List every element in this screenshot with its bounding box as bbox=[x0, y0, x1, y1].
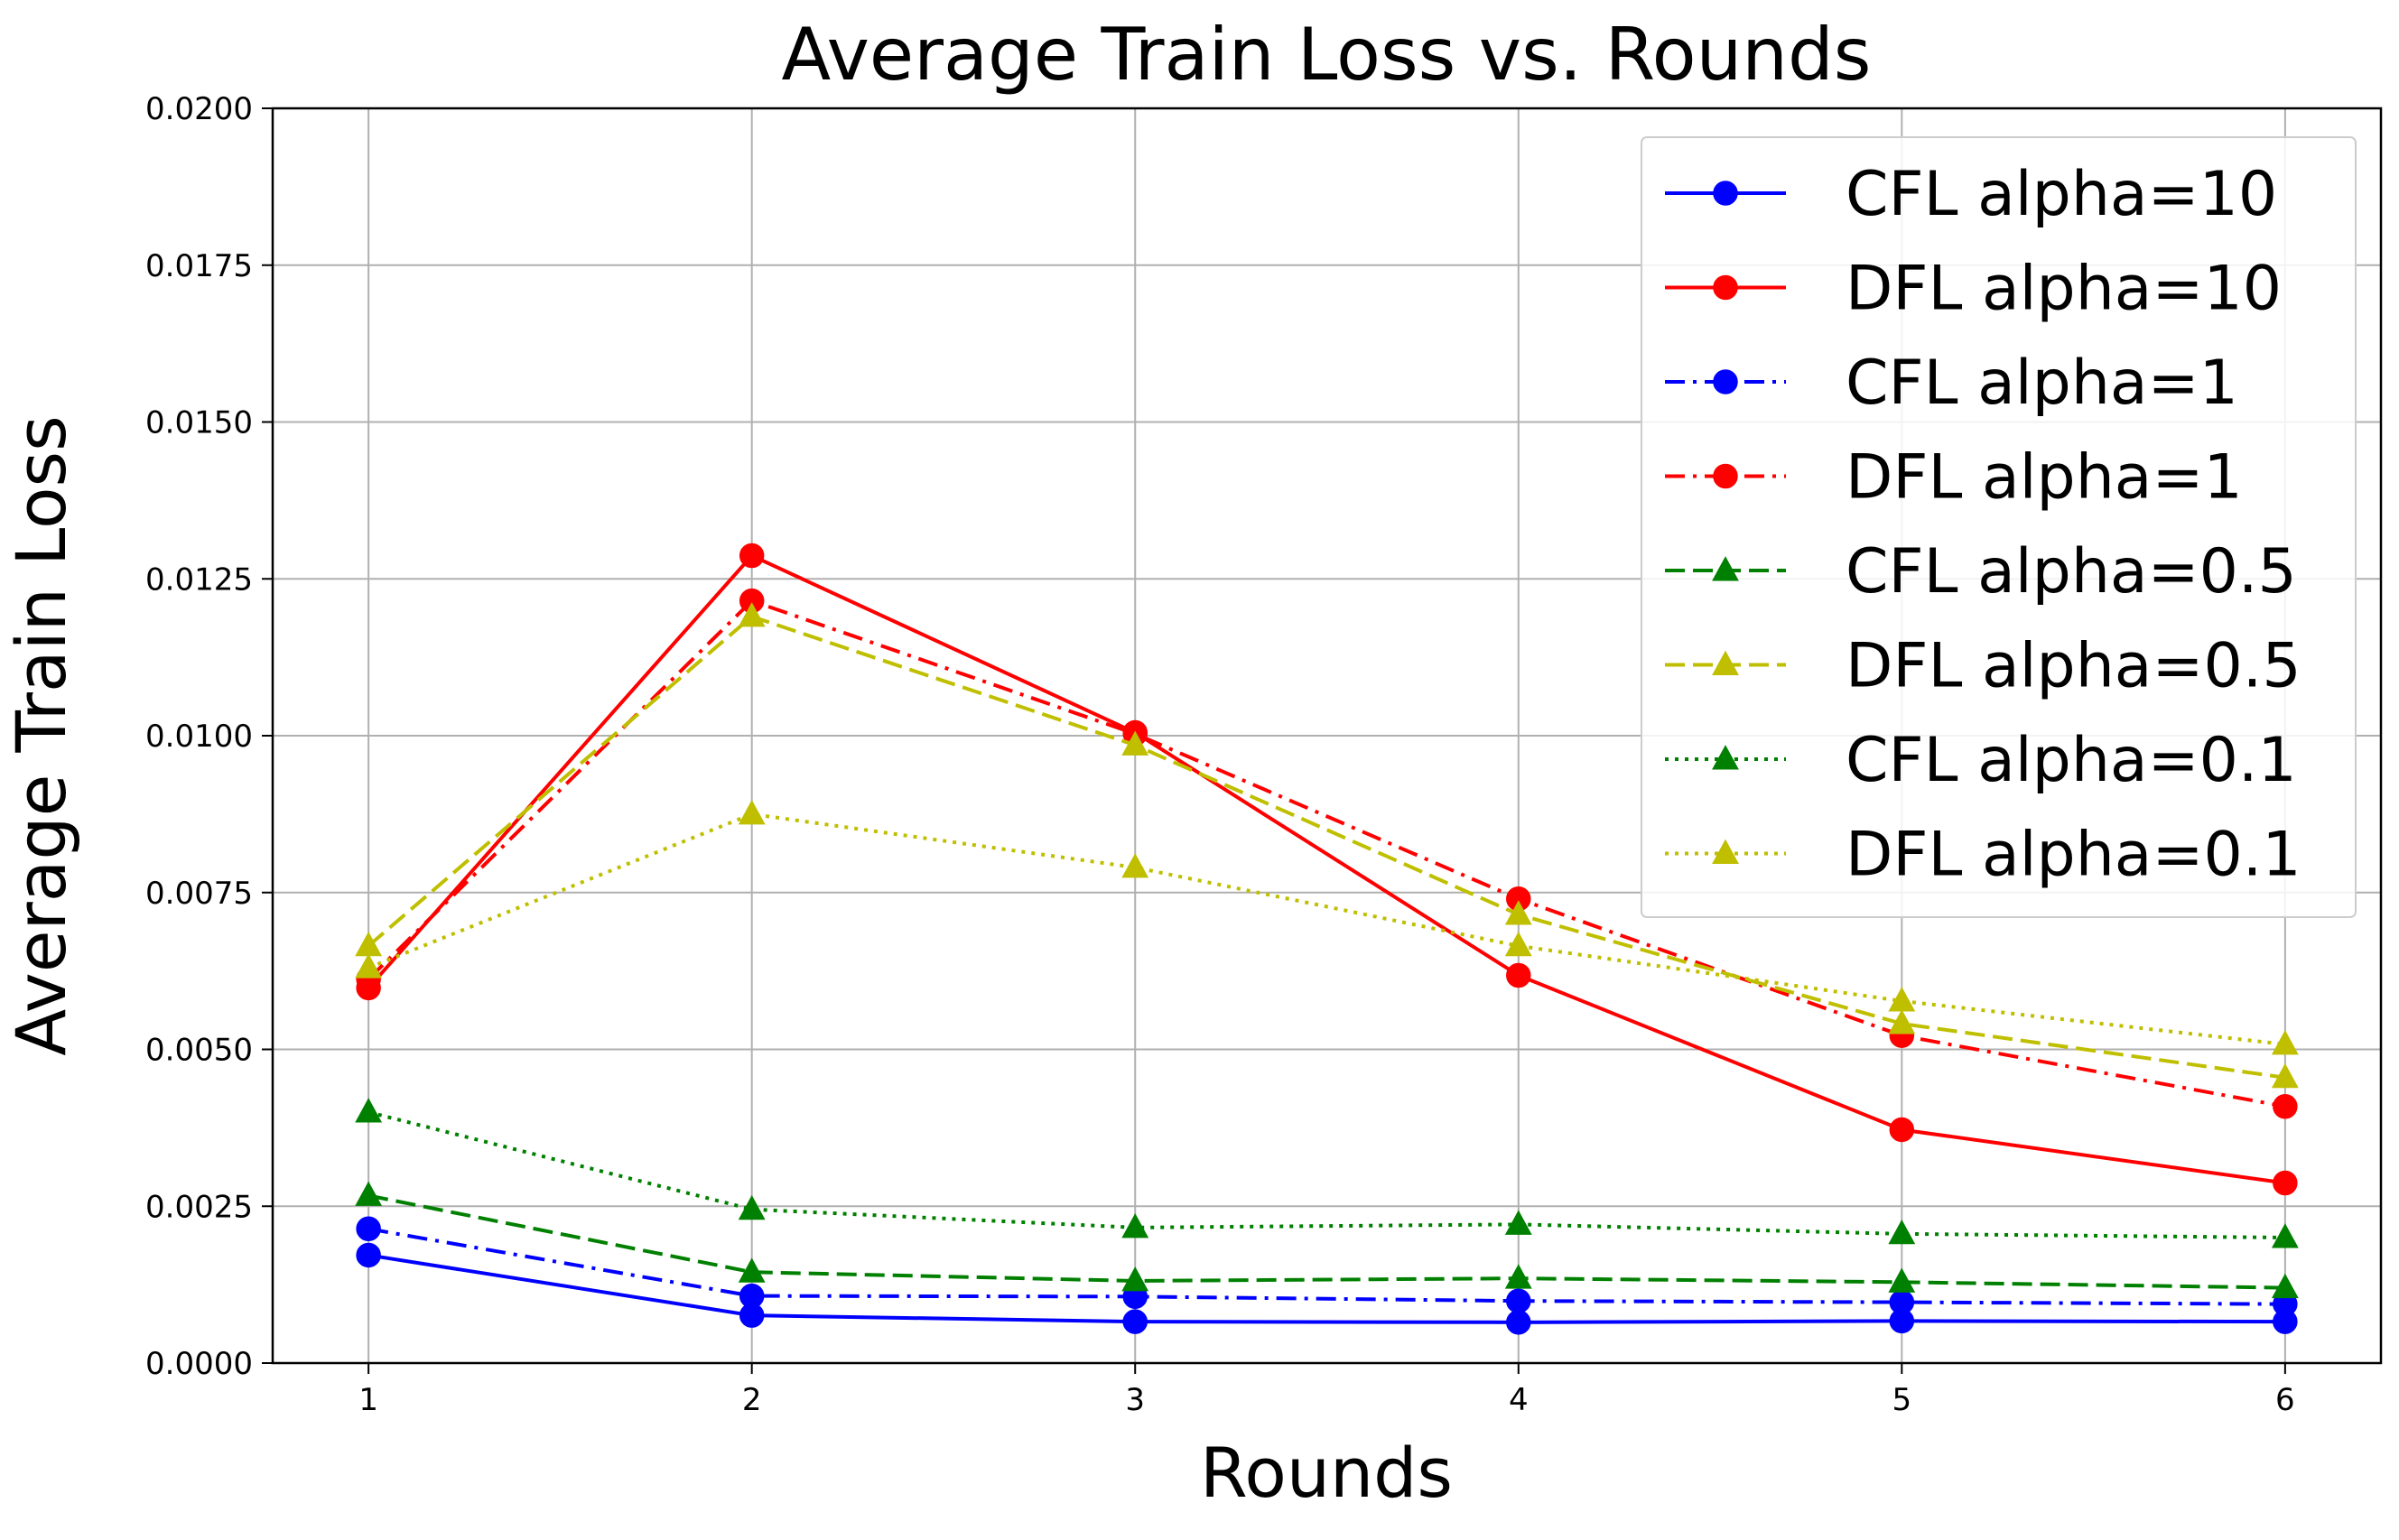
data-point-dfl-alpha-10 bbox=[1506, 962, 1531, 988]
y-tick-label: 0.0175 bbox=[145, 248, 253, 284]
data-point-cfl-alpha-1 bbox=[1506, 1288, 1531, 1313]
data-point-cfl-alpha-1 bbox=[356, 1216, 381, 1242]
chart-title: Average Train Loss vs. Rounds bbox=[782, 13, 1872, 97]
legend-entry-dfl-alpha-1: DFL alpha=1 bbox=[1665, 442, 2243, 514]
series-line-cfl-alpha-1 bbox=[367, 1227, 2285, 1306]
data-point-cfl-alpha-0-5 bbox=[1504, 1264, 1532, 1289]
data-point-dfl-alpha-0-1 bbox=[355, 953, 383, 979]
series-line-dfl-alpha-0-5 bbox=[367, 614, 2286, 1080]
series-cfl-alpha-0-5 bbox=[355, 1181, 2299, 1299]
legend-label-dfl-alpha-10: DFL alpha=10 bbox=[1846, 254, 2282, 325]
data-point-cfl-alpha-0-5 bbox=[738, 1257, 766, 1283]
data-point-cfl-alpha-0-1 bbox=[1888, 1219, 1916, 1245]
series-dfl-alpha-0-5 bbox=[355, 602, 2299, 1089]
x-tick-label: 2 bbox=[742, 1382, 762, 1418]
data-point-dfl-alpha-10 bbox=[1889, 1117, 1915, 1143]
y-tick-label: 0.0100 bbox=[145, 719, 253, 755]
data-point-dfl-alpha-1 bbox=[2273, 1093, 2298, 1119]
data-point-cfl-alpha-0-5 bbox=[2271, 1273, 2299, 1299]
y-axis-title: Average Train Loss bbox=[1, 415, 81, 1055]
data-point-cfl-alpha-0-5 bbox=[355, 1181, 383, 1206]
y-tick-label: 0.0050 bbox=[145, 1033, 253, 1069]
legend-entry-cfl-alpha-0-5: CFL alpha=0.5 bbox=[1665, 536, 2297, 608]
data-point-cfl-alpha-0-5 bbox=[1121, 1266, 1149, 1292]
legend-entry-dfl-alpha-0-5: DFL alpha=0.5 bbox=[1665, 631, 2301, 702]
series-line-dfl-alpha-10 bbox=[367, 553, 2286, 1185]
data-point-cfl-alpha-1 bbox=[1889, 1289, 1915, 1315]
series-group bbox=[355, 543, 2299, 1335]
data-point-dfl-alpha-0-1 bbox=[1121, 853, 1149, 878]
data-point-cfl-alpha-0-1 bbox=[738, 1194, 766, 1220]
data-point-dfl-alpha-0-1 bbox=[1888, 987, 1916, 1012]
legend-marker-cfl-alpha-1 bbox=[1713, 369, 1738, 394]
legend-label-dfl-alpha-1: DFL alpha=1 bbox=[1846, 442, 2243, 514]
data-point-cfl-alpha-0-1 bbox=[2271, 1223, 2299, 1248]
legend-marker-cfl-alpha-0-5 bbox=[1712, 556, 1739, 581]
series-line-dfl-alpha-0-1 bbox=[367, 812, 2286, 1046]
legend-label-dfl-alpha-0-1: DFL alpha=0.1 bbox=[1846, 820, 2301, 891]
y-tick-label: 0.0125 bbox=[145, 561, 253, 598]
legend-box bbox=[1641, 136, 2357, 918]
data-point-dfl-alpha-0-1 bbox=[738, 800, 766, 825]
y-tick-label: 0.0150 bbox=[145, 405, 253, 441]
x-axis-title: Rounds bbox=[1200, 1433, 1453, 1513]
data-point-dfl-alpha-10 bbox=[739, 543, 765, 569]
y-tick-label: 0.0200 bbox=[145, 91, 253, 127]
data-point-dfl-alpha-0-5 bbox=[1121, 730, 1149, 756]
y-tick-label: 0.0075 bbox=[145, 876, 253, 912]
series-line-cfl-alpha-0-5 bbox=[367, 1193, 2285, 1290]
legend-label-cfl-alpha-0-1: CFL alpha=0.1 bbox=[1846, 725, 2297, 796]
data-point-dfl-alpha-0-1 bbox=[2271, 1030, 2299, 1055]
series-line-cfl-alpha-10 bbox=[367, 1253, 2285, 1324]
y-tick-label: 0.0000 bbox=[145, 1346, 253, 1382]
series-line-dfl-alpha-1 bbox=[367, 598, 2286, 1109]
x-tick-label: 4 bbox=[1509, 1382, 1529, 1418]
x-tick-label: 1 bbox=[358, 1382, 378, 1418]
data-point-dfl-alpha-0-5 bbox=[1504, 900, 1532, 925]
x-tick-label: 3 bbox=[1125, 1382, 1145, 1418]
data-point-cfl-alpha-10 bbox=[356, 1242, 381, 1268]
legend-label-cfl-alpha-1: CFL alpha=1 bbox=[1846, 348, 2238, 419]
legend-marker-dfl-alpha-1 bbox=[1713, 463, 1738, 489]
legend-marker-dfl-alpha-0-1 bbox=[1712, 839, 1739, 864]
legend-entry-cfl-alpha-0-1: CFL alpha=0.1 bbox=[1665, 725, 2297, 796]
data-point-dfl-alpha-0-5 bbox=[1888, 1009, 1916, 1034]
series-dfl-alpha-0-1 bbox=[355, 800, 2299, 1055]
axis-ticks: 1 2 3 4 5 6 0.0000 0.0025 0.0050 0.0075 0.0100 0.01… bbox=[145, 91, 2295, 1418]
data-point-dfl-alpha-0-1 bbox=[1504, 931, 1532, 957]
legend: CFL alpha=10 DFL alpha=10 CFL alpha=1 DFL a… bbox=[1641, 136, 2357, 918]
series-cfl-alpha-0-1 bbox=[355, 1098, 2299, 1248]
legend-marker-cfl-alpha-10 bbox=[1713, 181, 1738, 206]
data-point-cfl-alpha-0-1 bbox=[355, 1098, 383, 1123]
data-point-cfl-alpha-10 bbox=[1506, 1310, 1531, 1335]
x-tick-label: 5 bbox=[1892, 1382, 1911, 1418]
legend-label-cfl-alpha-10: CFL alpha=10 bbox=[1846, 159, 2277, 230]
data-point-cfl-alpha-0-1 bbox=[1504, 1210, 1532, 1235]
legend-entry-dfl-alpha-0-1: DFL alpha=0.1 bbox=[1665, 820, 2301, 891]
legend-marker-dfl-alpha-0-5 bbox=[1712, 650, 1739, 675]
legend-label-dfl-alpha-0-5: DFL alpha=0.5 bbox=[1846, 631, 2301, 702]
data-point-cfl-alpha-0-1 bbox=[1121, 1213, 1149, 1238]
legend-label-cfl-alpha-0-5: CFL alpha=0.5 bbox=[1846, 536, 2297, 608]
data-point-cfl-alpha-10 bbox=[1122, 1309, 1148, 1334]
data-point-cfl-alpha-0-5 bbox=[1888, 1267, 1916, 1293]
data-point-dfl-alpha-0-5 bbox=[738, 602, 766, 627]
series-line-cfl-alpha-0-1 bbox=[367, 1110, 2285, 1239]
legend-entry-cfl-alpha-1: CFL alpha=1 bbox=[1665, 348, 2238, 419]
legend-entry-cfl-alpha-10: CFL alpha=10 bbox=[1665, 159, 2277, 230]
data-point-cfl-alpha-1 bbox=[739, 1283, 765, 1309]
data-point-dfl-alpha-0-5 bbox=[2271, 1062, 2299, 1089]
y-tick-label: 0.0025 bbox=[145, 1189, 253, 1225]
x-tick-label: 6 bbox=[2275, 1382, 2295, 1418]
legend-marker-dfl-alpha-10 bbox=[1713, 274, 1738, 301]
legend-entry-dfl-alpha-10: DFL alpha=10 bbox=[1665, 254, 2282, 325]
legend-marker-cfl-alpha-0-1 bbox=[1712, 745, 1739, 770]
data-point-dfl-alpha-10 bbox=[2273, 1170, 2298, 1196]
